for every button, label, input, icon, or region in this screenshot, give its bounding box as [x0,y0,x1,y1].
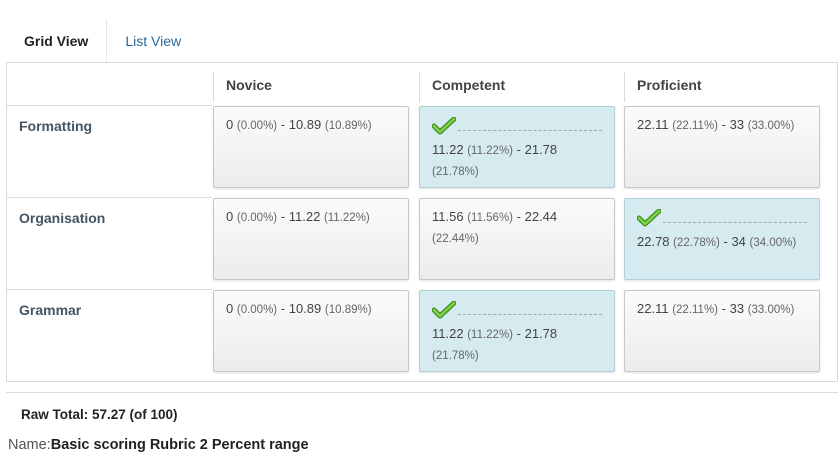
range-separator: - [516,326,521,341]
range-end: 34 [731,234,746,249]
range-start-pct: (22.78%) [673,237,720,249]
view-tabs: Grid View List View [6,20,199,62]
criterion-organisation: Organisation [19,210,106,226]
range-start: 0 [226,117,234,132]
level-header-novice: Novice [213,72,420,102]
score-range: 11.22 (11.22%) - 21.78 (21.78%) [432,140,602,182]
rubric-cell-grammar-proficient[interactable]: 22.11 (22.11%) - 33 (33.00%) [624,290,820,372]
range-start-pct: (0.00%) [236,120,278,132]
rubric-name-label: Name: [8,437,51,453]
range-end: 22.44 [524,209,558,224]
row-divider [7,197,212,198]
rubric-cell-formatting-proficient[interactable]: 22.11 (22.11%) - 33 (33.00%) [624,106,820,188]
range-start: 11.22 [432,326,464,341]
range-end: 10.89 [288,117,322,132]
range-separator: - [516,209,521,224]
dash-separator [663,222,807,223]
rubric-grid: Novice Competent Proficient Formatting 0 … [6,62,838,382]
range-start-pct: (22.11%) [672,120,719,132]
check-icon [432,301,456,319]
footer-divider [6,392,838,393]
tab-list-view[interactable]: List View [125,33,182,49]
rubric-name: Name:Basic scoring Rubric 2 Percent rang… [8,437,309,453]
range-separator: - [723,234,728,249]
range-end-pct: (22.44%) [432,233,479,245]
range-start-pct: (0.00%) [236,212,278,224]
range-start: 0 [226,301,234,316]
row-divider [7,289,212,290]
row-divider [7,105,212,106]
score-range: 22.11 (22.11%) - 33 (33.00%) [637,299,807,320]
range-end: 10.89 [288,301,322,316]
range-end-pct: (34.00%) [749,237,797,249]
score-range: 0 (0.00%) - 10.89 (10.89%) [226,299,396,320]
score-range: 11.22 (11.22%) - 21.78 (21.78%) [432,324,602,366]
rubric-name-value: Basic scoring Rubric 2 Percent range [50,437,309,453]
range-end-pct: (10.89%) [324,304,372,316]
rubric-cell-grammar-competent[interactable]: 11.22 (11.22%) - 21.78 (21.78%) [419,290,615,372]
rubric-cell-formatting-novice[interactable]: 0 (0.00%) - 10.89 (10.89%) [213,106,409,188]
score-range: 22.11 (22.11%) - 33 (33.00%) [637,115,807,136]
score-range: 0 (0.00%) - 11.22 (11.22%) [226,207,396,228]
range-end-pct: (11.22%) [323,212,370,224]
dash-separator [458,314,602,315]
score-range: 0 (0.00%) - 10.89 (10.89%) [226,115,396,136]
range-start: 11.22 [432,142,464,157]
selected-marker [637,209,807,227]
range-start: 0 [226,209,234,224]
range-separator: - [516,142,521,157]
tab-grid-view[interactable]: Grid View [6,20,108,62]
selected-marker [432,301,602,319]
criterion-formatting: Formatting [19,118,93,134]
range-start: 11.56 [432,209,464,224]
rubric-cell-grammar-novice[interactable]: 0 (0.00%) - 10.89 (10.89%) [213,290,409,372]
range-end-pct: (21.78%) [432,166,479,178]
rubric-cell-organisation-novice[interactable]: 0 (0.00%) - 11.22 (11.22%) [213,198,409,280]
dash-separator [458,130,602,131]
selected-marker [432,117,602,135]
range-end-pct: (21.78%) [432,350,479,362]
rubric-cell-formatting-competent[interactable]: 11.22 (11.22%) - 21.78 (21.78%) [419,106,615,188]
level-header-proficient: Proficient [624,72,837,102]
check-icon [432,117,456,135]
range-separator: - [280,209,286,224]
range-end: 33 [729,301,745,316]
range-start-pct: (11.56%) [467,212,514,224]
rubric-cell-organisation-competent[interactable]: 11.56 (11.56%) - 22.44 (22.44%) [419,198,615,280]
score-range: 11.56 (11.56%) - 22.44 (22.44%) [432,207,602,249]
range-end: 21.78 [524,326,558,341]
range-start: 22.78 [637,234,670,249]
range-end: 33 [729,117,745,132]
range-start: 22.11 [637,117,669,132]
range-separator: - [721,117,726,132]
raw-total: Raw Total: 57.27 (of 100) [21,407,178,422]
check-icon [637,209,661,227]
range-end-pct: (10.89%) [324,120,372,132]
range-end: 21.78 [524,142,558,157]
level-header-competent: Competent [419,72,626,102]
range-end: 11.22 [288,209,321,224]
range-separator: - [721,301,726,316]
range-start-pct: (11.22%) [467,329,514,341]
range-end-pct: (33.00%) [747,120,795,132]
range-separator: - [280,301,286,316]
range-end-pct: (33.00%) [747,304,795,316]
rubric-cell-organisation-proficient[interactable]: 22.78 (22.78%) - 34 (34.00%) [624,198,820,280]
criterion-grammar: Grammar [19,302,82,318]
range-start-pct: (0.00%) [236,304,278,316]
range-start: 22.11 [637,301,669,316]
range-start-pct: (11.22%) [467,145,514,157]
score-range: 22.78 (22.78%) - 34 (34.00%) [637,232,807,253]
range-separator: - [280,117,286,132]
range-start-pct: (22.11%) [672,304,719,316]
